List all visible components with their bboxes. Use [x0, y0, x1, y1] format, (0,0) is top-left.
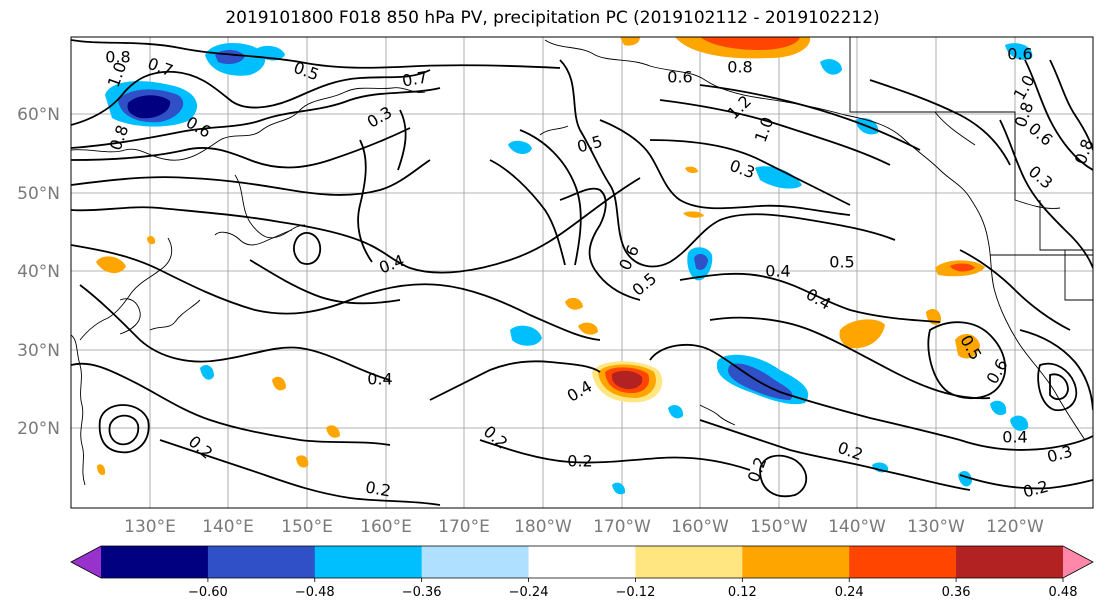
latitude-labels: 60°N 50°N 40°N 30°N 20°N — [17, 105, 60, 439]
precip-blob — [839, 319, 885, 349]
colorbar-tick-label: 0.12 — [728, 585, 757, 600]
contour-label: 0.7 — [401, 67, 429, 90]
colorbar-ticks: −0.60 −0.48 −0.36 −0.24 −0.12 0.12 0.24 0.36 0.4… — [188, 578, 1078, 600]
lon-label: 150°W — [750, 517, 808, 537]
precip-blob — [611, 370, 643, 390]
lat-label: 40°N — [17, 262, 60, 282]
precip-blob — [200, 364, 214, 380]
colorbar-tick-label: 0.48 — [1049, 585, 1078, 600]
coastlines — [71, 37, 1093, 486]
precip-blob — [510, 325, 542, 346]
colorbar-segment — [849, 546, 957, 578]
lon-label: 130°W — [907, 517, 965, 537]
lat-label: 60°N — [17, 105, 60, 125]
contour-label: 0.8 — [105, 48, 130, 67]
lat-label: 30°N — [17, 341, 60, 361]
lon-label: 150°E — [281, 517, 333, 537]
pv-contours — [71, 39, 1093, 506]
precip-blob — [685, 166, 698, 173]
lat-label: 20°N — [17, 419, 60, 439]
contour-label: 0.6 — [1007, 45, 1032, 64]
gridlines — [71, 37, 1093, 508]
precip-blob — [612, 482, 626, 495]
colorbar-segment — [314, 546, 423, 578]
lon-label: 130°E — [124, 517, 176, 537]
colorbar-tick-label: −0.48 — [295, 585, 335, 600]
precip-blob — [820, 59, 842, 75]
colorbar-tick-label: 0.24 — [835, 585, 864, 600]
precip-blob — [147, 235, 156, 245]
colorbar: −0.60 −0.48 −0.36 −0.24 −0.12 0.12 0.24 0.36 0.4… — [70, 545, 1094, 600]
colorbar-tick-label: 0.36 — [942, 585, 971, 600]
colorbar-tick-label: −0.12 — [616, 585, 656, 600]
colorbar-segment — [635, 546, 743, 578]
lon-label: 160°E — [360, 517, 412, 537]
precip-blob — [683, 211, 704, 218]
precip-shading — [96, 37, 1033, 495]
precip-blob — [296, 455, 309, 468]
contour-label: 0.4 — [367, 370, 392, 389]
contour-label: 0.5 — [829, 253, 854, 272]
contour-label: 0.8 — [727, 58, 752, 77]
colorbar-segment — [421, 546, 530, 578]
colorbar-extend-high — [1063, 546, 1093, 578]
lon-label: 140°E — [202, 517, 254, 537]
lon-label: 170°W — [593, 517, 651, 537]
colorbar-segment — [742, 546, 850, 578]
precip-blob — [694, 254, 708, 270]
contour-label: 0.4 — [765, 262, 790, 281]
precip-blob — [990, 400, 1007, 416]
colorbar-tick-label: −0.60 — [188, 585, 228, 600]
precip-blob — [950, 263, 975, 272]
lon-label: 120°W — [986, 517, 1044, 537]
lon-label: 140°W — [828, 517, 886, 537]
longitude-labels: 130°E 140°E 150°E 160°E 170°E 180°W 170°… — [124, 517, 1044, 537]
lon-label: 170°E — [438, 517, 490, 537]
figure-title: 2019101800 F018 850 hPa PV, precipitatio… — [225, 8, 880, 28]
precip-blob — [755, 166, 802, 189]
colorbar-segment — [956, 546, 1064, 578]
lon-label: 160°W — [671, 517, 729, 537]
colorbar-outline — [70, 545, 1094, 579]
precip-blob — [508, 140, 532, 155]
lon-label: 180°W — [514, 517, 572, 537]
colorbar-segments — [70, 545, 1094, 579]
contour-label: 0.4 — [1002, 428, 1027, 447]
precip-blob — [700, 37, 800, 50]
precip-blob — [1005, 43, 1033, 60]
precip-blob — [620, 37, 640, 46]
map-content — [71, 37, 1093, 508]
colorbar-tick-label: −0.36 — [402, 585, 442, 600]
colorbar-segment — [528, 546, 636, 578]
lat-label: 50°N — [17, 184, 60, 204]
precip-blob — [1010, 415, 1029, 431]
precip-blob — [578, 322, 598, 335]
precip-blob — [668, 404, 684, 419]
precip-blob — [96, 256, 126, 274]
contour-label: 0.2 — [364, 477, 392, 500]
precip-blob — [127, 95, 171, 119]
colorbar-tick-label: −0.24 — [509, 585, 549, 600]
colorbar-segment — [207, 546, 316, 578]
precip-blob — [955, 334, 980, 359]
precip-blob — [272, 376, 286, 391]
contour-label: 0.6 — [667, 68, 692, 87]
precip-blob — [97, 464, 106, 476]
contour-label: 0.2 — [567, 452, 592, 471]
precip-blob — [565, 297, 583, 310]
colorbar-extend-low — [71, 546, 101, 578]
map-frame — [70, 36, 1094, 509]
precip-blob — [326, 425, 340, 438]
colorbar-segment — [101, 546, 209, 578]
